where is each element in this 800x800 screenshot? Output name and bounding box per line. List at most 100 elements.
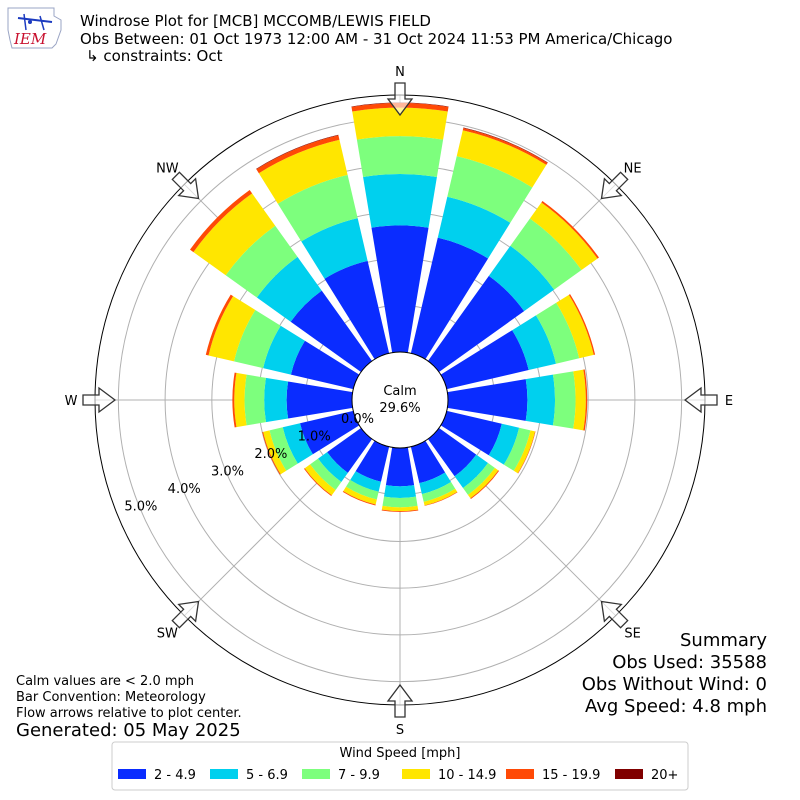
direction-label-NE: NE bbox=[624, 161, 642, 176]
legend-swatch-4 bbox=[402, 769, 430, 779]
bar-NE-bin-1 bbox=[427, 275, 525, 373]
title-line-2: Obs Between: 01 Oct 1973 12:00 AM - 31 O… bbox=[80, 30, 672, 48]
direction-arrow-N bbox=[386, 82, 414, 117]
legend-swatch-2 bbox=[210, 769, 238, 779]
direction-arrow-S bbox=[386, 683, 414, 718]
note-calm-definition: Calm values are < 2.0 mph bbox=[16, 674, 194, 689]
bar-E-bin-4 bbox=[573, 369, 586, 431]
direction-arrow-NW bbox=[171, 171, 200, 200]
bar-NE-bin-4 bbox=[529, 202, 598, 271]
windrose-bars bbox=[189, 102, 599, 513]
note-flow-arrows: Flow arrows relative to plot center. bbox=[16, 706, 242, 721]
direction-label-N: N bbox=[395, 65, 405, 80]
direction-label-SE: SE bbox=[624, 627, 640, 642]
direction-arrow-SE bbox=[600, 600, 629, 629]
bar-WSW-bin-1 bbox=[300, 410, 360, 455]
summary-obs-used: Obs Used: 35588 bbox=[612, 652, 767, 673]
ring-label-4: 4.0% bbox=[168, 482, 201, 497]
bar-SE-bin-3 bbox=[463, 463, 495, 495]
ring-label-1: 1.0% bbox=[298, 429, 331, 444]
bar-NE-bin-5 bbox=[541, 201, 599, 259]
bar-NE-bin-3 bbox=[510, 218, 582, 290]
legend-swatch-3 bbox=[302, 769, 330, 779]
bar-NNW-bin-2 bbox=[301, 218, 368, 279]
bar-ENE-bin-5 bbox=[568, 294, 596, 355]
bar-WNW-bin-2 bbox=[263, 325, 305, 375]
bar-SE-bin-2 bbox=[454, 454, 489, 489]
direction-labels: N NE E SE S SW W NW bbox=[65, 65, 734, 738]
bar-SW-bin-5 bbox=[303, 468, 332, 497]
bar-SSW-bin-2 bbox=[350, 471, 381, 492]
bar-ESE-bin-1 bbox=[440, 410, 502, 456]
iem-logo: IEM bbox=[7, 7, 62, 49]
bar-N-bin-2 bbox=[363, 173, 437, 228]
calm-center: Calm 29.6% bbox=[351, 351, 449, 449]
title-line-1: Windrose Plot for [MCB] MCCOMB/LEWIS FIE… bbox=[80, 12, 431, 30]
bar-NNW-bin-3 bbox=[277, 174, 358, 242]
direction-arrow-SW bbox=[171, 600, 200, 629]
bar-NNW-bin-4 bbox=[258, 139, 348, 204]
summary-heading: Summary bbox=[680, 630, 767, 651]
bar-SSE-bin-1 bbox=[410, 440, 446, 484]
bar-W-bin-3 bbox=[244, 374, 266, 426]
bar-S-bin-5 bbox=[381, 509, 419, 513]
bar-S-bin-2 bbox=[383, 485, 417, 498]
bar-NW-bin-2 bbox=[256, 256, 322, 322]
bar-E-bin-1 bbox=[447, 379, 528, 421]
legend-label-2: 5 - 6.9 bbox=[246, 768, 288, 783]
bar-WNW-bin-3 bbox=[234, 309, 281, 369]
legend-label-5: 15 - 19.9 bbox=[542, 768, 600, 783]
bar-NE-bin-2 bbox=[488, 245, 555, 312]
legend-label-3: 7 - 9.9 bbox=[338, 768, 380, 783]
bar-N-bin-3 bbox=[356, 136, 444, 178]
bar-E-bin-5 bbox=[583, 369, 588, 431]
bar-SSW-bin-5 bbox=[342, 491, 376, 506]
direction-label-NW: NW bbox=[156, 161, 179, 176]
legend-label-6: 20+ bbox=[651, 768, 678, 783]
bar-NNW-bin-1 bbox=[324, 260, 390, 360]
bar-ENE-bin-3 bbox=[535, 302, 580, 364]
legend-label-4: 10 - 14.9 bbox=[438, 768, 496, 783]
bar-SE-bin-5 bbox=[470, 470, 500, 500]
bar-N-bin-1 bbox=[371, 225, 429, 353]
bar-SSE-bin-3 bbox=[421, 482, 456, 502]
direction-arrows bbox=[82, 82, 718, 718]
logo-text: IEM bbox=[13, 30, 47, 48]
bar-SSW-bin-4 bbox=[343, 486, 377, 505]
bar-NNE-bin-2 bbox=[437, 196, 511, 259]
bar-WNW-bin-4 bbox=[208, 296, 256, 362]
bar-SSE-bin-4 bbox=[423, 488, 458, 506]
direction-label-SW: SW bbox=[157, 627, 178, 642]
bar-NNE-bin-4 bbox=[456, 130, 547, 188]
bar-WSW-bin-3 bbox=[269, 427, 298, 471]
bar-W-bin-5 bbox=[232, 372, 237, 428]
bar-NNE-bin-5 bbox=[462, 127, 548, 165]
bar-SW-bin-2 bbox=[318, 452, 348, 482]
bar-SW-bin-3 bbox=[310, 458, 342, 490]
bar-S-bin-1 bbox=[385, 447, 415, 487]
title-line-3: ↳ constraints: Oct bbox=[86, 47, 223, 65]
legend-swatch-6 bbox=[615, 769, 643, 779]
bar-NW-bin-3 bbox=[225, 225, 298, 298]
direction-arrow-NE bbox=[600, 171, 629, 200]
bar-NNW-bin-5 bbox=[256, 135, 340, 174]
summary-avg-speed: Avg Speed: 4.8 mph bbox=[585, 696, 767, 717]
bar-NNE-bin-1 bbox=[410, 237, 489, 360]
bar-NW-bin-4 bbox=[193, 193, 276, 276]
bar-SSE-bin-2 bbox=[419, 472, 452, 495]
bar-ESE-bin-2 bbox=[488, 423, 520, 465]
bar-SE-bin-1 bbox=[427, 427, 477, 477]
bar-W-bin-1 bbox=[286, 381, 353, 419]
bar-S-bin-4 bbox=[381, 505, 419, 512]
bar-ENE-bin-1 bbox=[440, 330, 529, 390]
bar-E-bin-2 bbox=[525, 374, 556, 426]
bar-E-bin-3 bbox=[552, 371, 576, 429]
ring-label-2: 2.0% bbox=[254, 447, 287, 462]
bar-WSW-bin-4 bbox=[263, 430, 287, 475]
bar-WSW-bin-2 bbox=[282, 423, 313, 464]
bar-NW-bin-5 bbox=[189, 189, 253, 253]
legend: Wind Speed [mph] 2 - 4.9 5 - 6.9 7 - 9.9 10… bbox=[111, 741, 689, 791]
summary-obs-without-wind: Obs Without Wind: 0 bbox=[582, 674, 767, 695]
bar-N-bin-6 bbox=[351, 102, 449, 107]
